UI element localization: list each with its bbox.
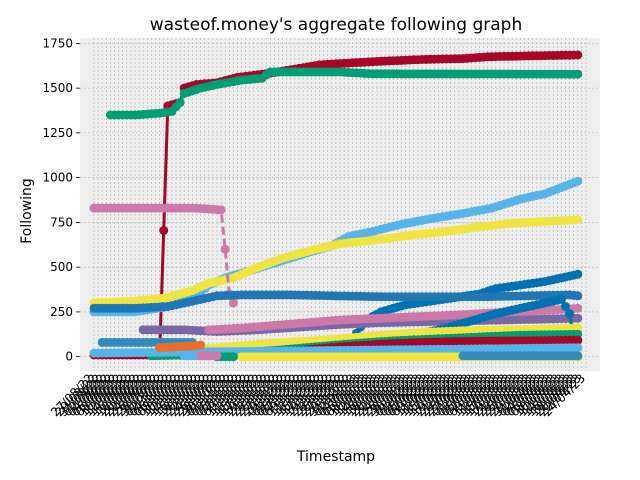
chart-title: wasteof.money's aggregate following grap… <box>150 15 522 35</box>
y-tick-label: 0 <box>65 350 73 364</box>
data-point <box>175 98 185 107</box>
data-point <box>573 313 583 323</box>
data-point <box>159 226 169 235</box>
data-point <box>196 340 206 350</box>
data-point <box>573 69 583 79</box>
data-point <box>573 323 583 333</box>
series-3 <box>89 215 583 308</box>
data-point <box>561 302 570 311</box>
data-point <box>573 269 583 279</box>
data-point <box>573 335 583 345</box>
y-tick-label: 250 <box>50 305 73 319</box>
data-point <box>573 291 583 301</box>
y-axis-ticks: 0 250 500 750 1000 1250 1500 1750 <box>42 36 80 364</box>
y-axis-label: Following <box>19 178 35 244</box>
y-tick-label: 500 <box>50 260 73 274</box>
y-tick-label: 1750 <box>42 36 73 50</box>
data-point <box>565 309 575 319</box>
data-point <box>228 298 238 308</box>
series-1 <box>105 67 583 120</box>
data-point <box>216 205 226 215</box>
series-19 <box>196 351 222 361</box>
x-axis-label: Timestamp <box>296 449 375 465</box>
data-point <box>573 50 583 60</box>
y-tick-label: 1500 <box>42 81 73 95</box>
data-point <box>212 351 222 361</box>
y-tick-label: 1000 <box>42 171 73 185</box>
data-point <box>573 351 583 361</box>
data-point <box>573 343 583 353</box>
y-tick-label: 1250 <box>42 126 73 140</box>
data-point <box>573 215 583 225</box>
data-point <box>573 303 583 313</box>
x-axis-ticks: 27/08/2229/08/2231/08/2202/09/2204/09/22… <box>48 371 588 419</box>
series-20 <box>458 351 583 361</box>
data-point <box>220 244 230 254</box>
series-layer <box>89 50 583 362</box>
data-point <box>228 352 238 362</box>
data-point <box>573 176 583 186</box>
data-point <box>556 294 566 304</box>
series-6 <box>89 290 583 313</box>
series-15 <box>155 340 206 353</box>
y-tick-label: 750 <box>50 215 73 229</box>
